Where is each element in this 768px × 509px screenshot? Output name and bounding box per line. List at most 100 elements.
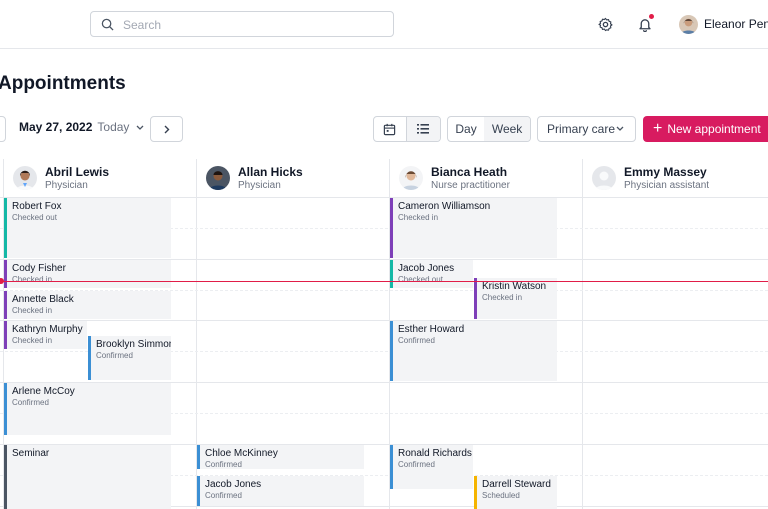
- search-input[interactable]: [121, 15, 385, 35]
- patient-name: Ronald Richards: [398, 448, 472, 459]
- half-hour-line: [0, 290, 768, 291]
- settings-button[interactable]: [594, 13, 616, 35]
- appointment-card[interactable]: Jacob Jones Checked out: [390, 260, 473, 288]
- appointment-status: Confirmed: [96, 351, 133, 360]
- appointment-status: Confirmed: [205, 460, 242, 469]
- search-icon: [101, 18, 114, 31]
- patient-name: Esther Howard: [398, 324, 465, 335]
- avatar-placeholder: [592, 166, 616, 190]
- list-icon: [417, 124, 430, 134]
- user-name: Eleanor Pena: [704, 17, 768, 31]
- patient-name: Annette Black: [12, 294, 74, 305]
- provider-name: Bianca Heath: [431, 164, 508, 179]
- patient-name: Arlene McCoy: [12, 386, 75, 397]
- appointment-status: Confirmed: [398, 336, 435, 345]
- appointment-card[interactable]: Jacob Jones Confirmed: [197, 476, 364, 506]
- provider-role: Physician: [238, 179, 281, 191]
- schedule-grid: Abril Lewis Physician Allan Hicks Physic…: [0, 159, 768, 509]
- patient-name: Jacob Jones: [398, 263, 455, 274]
- appointment-card[interactable]: Robert Fox Checked out: [4, 198, 171, 258]
- appointment-status: Checked in: [12, 275, 53, 284]
- patient-name: Jacob Jones: [205, 479, 262, 490]
- current-date: May 27, 2022: [19, 120, 93, 134]
- patient-name: Robert Fox: [12, 201, 62, 212]
- next-button[interactable]: [150, 116, 183, 142]
- current-time-line: [0, 281, 768, 282]
- provider-role: Nurse practitioner: [431, 179, 510, 191]
- appointment-card[interactable]: Brooklyn Simmons Confirmed: [88, 336, 171, 380]
- page-title: Appointments: [0, 73, 126, 94]
- avatar: [679, 14, 698, 34]
- date-picker[interactable]: May 27, 2022 Today: [19, 120, 144, 134]
- half-hour-line: [0, 351, 768, 352]
- appointment-card[interactable]: Arlene McCoy Confirmed: [4, 383, 171, 435]
- provider-role: Physician: [45, 179, 88, 191]
- chevron-down-icon: [616, 126, 624, 131]
- hour-line: [0, 506, 768, 507]
- provider-header[interactable]: Allan Hicks Physician: [206, 159, 303, 197]
- half-hour-line: [0, 228, 768, 229]
- column-divider: [582, 159, 583, 509]
- appointment-status: Checked out: [12, 213, 57, 222]
- appointment-status: Checked in: [398, 213, 439, 222]
- notifications-button[interactable]: [634, 13, 656, 35]
- calendar-view-button[interactable]: [374, 117, 406, 141]
- provider-name: Allan Hicks: [238, 164, 303, 179]
- appointment-card[interactable]: Ronald Richards Confirmed: [390, 445, 473, 489]
- prev-button[interactable]: [0, 116, 6, 142]
- day-view-button[interactable]: Day: [455, 122, 477, 136]
- notification-badge: [649, 14, 654, 19]
- top-bar: Eleanor Pena: [0, 0, 768, 49]
- patient-name: Kathryn Murphy: [12, 324, 83, 335]
- department-value: Primary care: [547, 122, 616, 136]
- gear-icon: [597, 17, 613, 31]
- appointment-card[interactable]: Esther Howard Confirmed: [390, 321, 557, 381]
- hour-line: [0, 320, 768, 321]
- appointment-status: Checked in: [12, 306, 53, 315]
- appointment-card[interactable]: Kristin Watson Checked in: [474, 278, 557, 319]
- provider-name: Emmy Massey: [624, 164, 707, 179]
- avatar: [206, 166, 230, 190]
- plus-icon: +: [653, 120, 663, 137]
- search-box[interactable]: [90, 11, 394, 37]
- chevron-right-icon: [164, 125, 169, 133]
- appointment-status: Confirmed: [12, 398, 49, 407]
- new-appointment-button[interactable]: + New appointment: [643, 116, 768, 142]
- provider-name: Abril Lewis: [45, 164, 110, 179]
- half-hour-line: [0, 475, 768, 476]
- chevron-down-icon: [136, 125, 144, 130]
- provider-role: Physician assistant: [624, 179, 710, 191]
- appointment-card[interactable]: Cody Fisher Checked in: [4, 260, 171, 288]
- week-view-button[interactable]: Week: [484, 117, 530, 141]
- provider-header[interactable]: Abril Lewis Physician: [13, 159, 109, 197]
- calendar-icon: [384, 123, 396, 135]
- column-divider: [389, 159, 390, 509]
- department-select[interactable]: Primary care: [537, 116, 636, 142]
- appointment-status: Checked out: [398, 275, 443, 284]
- patient-name: Cameron Williamson: [398, 201, 491, 212]
- list-view-button[interactable]: [405, 117, 440, 141]
- provider-header[interactable]: Bianca Heath Nurse practitioner: [399, 159, 510, 197]
- appointment-card[interactable]: Cameron Williamson Checked in: [390, 198, 557, 258]
- appointment-card[interactable]: Chloe McKinney Confirmed: [197, 445, 364, 469]
- half-hour-line: [0, 413, 768, 414]
- event-name: Seminar: [12, 448, 50, 459]
- column-divider: [196, 159, 197, 509]
- provider-header[interactable]: Emmy Massey Physician assistant: [592, 159, 709, 197]
- patient-name: Darrell Steward: [482, 479, 551, 490]
- appointment-card[interactable]: Annette Black Checked in: [4, 291, 171, 319]
- appointment-card[interactable]: Seminar: [4, 445, 171, 509]
- user-menu[interactable]: Eleanor Pena: [679, 14, 768, 34]
- appointment-card[interactable]: Kathryn Murphy Checked in: [4, 321, 87, 349]
- hour-line: [0, 259, 768, 260]
- appointment-status: Confirmed: [205, 491, 242, 500]
- view-toggle: [373, 116, 441, 142]
- new-appointment-label: New appointment: [667, 122, 761, 136]
- hour-line: [0, 382, 768, 383]
- appointment-card[interactable]: Darrell Steward Scheduled: [474, 476, 557, 509]
- avatar: [399, 166, 423, 190]
- column-divider: [3, 159, 4, 509]
- current-time-marker: [0, 278, 4, 284]
- today-label: Today: [97, 120, 130, 134]
- avatar: [13, 166, 37, 190]
